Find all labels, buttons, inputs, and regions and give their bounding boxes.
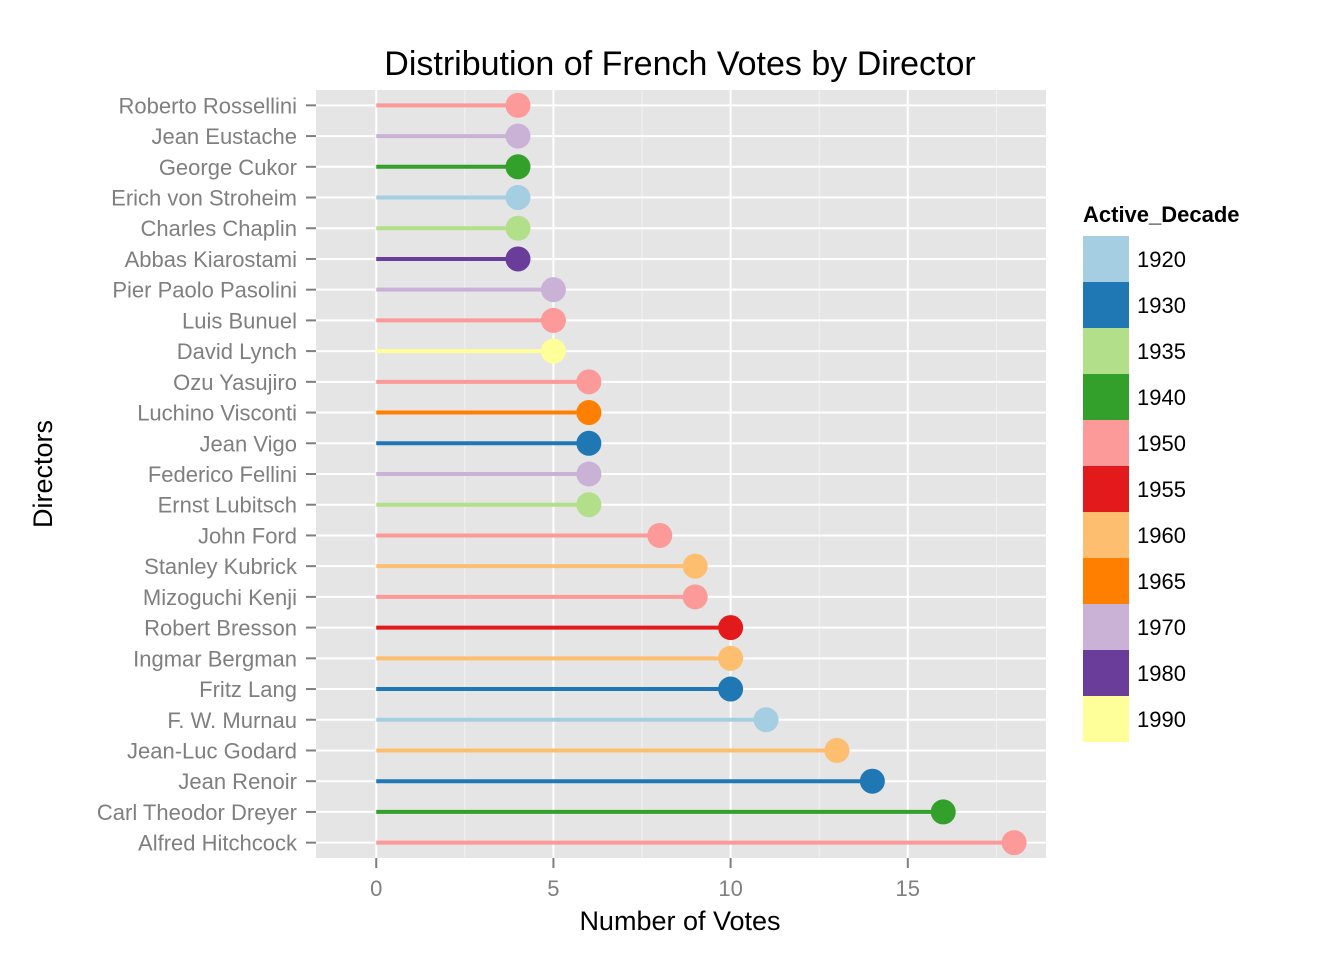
y-tick-label: Ingmar Bergman (133, 646, 297, 671)
legend-swatch (1083, 650, 1129, 696)
y-tick-label: Abbas Kiarostami (125, 247, 297, 272)
lollipop-point (718, 645, 744, 671)
y-tick-label: Ozu Yasujiro (173, 370, 297, 395)
y-tick-label: Erich von Stroheim (111, 186, 297, 211)
legend-swatch (1083, 282, 1129, 328)
y-tick-label: Luchino Visconti (137, 401, 297, 426)
legend-label: 1935 (1137, 339, 1186, 364)
legend-label: 1960 (1137, 523, 1186, 548)
lollipop-point (576, 400, 602, 426)
lollipop-point (540, 307, 566, 333)
lollipop-point (505, 92, 531, 118)
legend-swatch (1083, 328, 1129, 374)
lollipop-point (540, 277, 566, 303)
legend-swatch (1083, 558, 1129, 604)
legend-label: 1955 (1137, 477, 1186, 502)
lollipop-point (647, 522, 673, 548)
legend-label: 1965 (1137, 569, 1186, 594)
lollipop-stems (376, 103, 1015, 845)
lollipop-point (505, 246, 531, 272)
x-tick-label: 15 (896, 876, 920, 901)
lollipop-points (505, 92, 1027, 856)
y-tick-label: Charles Chaplin (140, 216, 297, 241)
y-tick-label: David Lynch (177, 339, 297, 364)
lollipop-point (505, 154, 531, 180)
x-tick-label: 10 (718, 876, 742, 901)
y-axis: Roberto Rossellini Jean Eustache George Cu… (97, 93, 316, 856)
lollipop-point (753, 707, 779, 733)
legend-swatch (1083, 236, 1129, 282)
y-tick-label: Ernst Lubitsch (158, 493, 297, 518)
lollipop-point (540, 338, 566, 364)
y-tick-label: George Cukor (159, 155, 297, 180)
legend-label: 1990 (1137, 707, 1186, 732)
y-tick-label: Mizoguchi Kenji (143, 585, 297, 610)
y-tick-label: Alfred Hitchcock (138, 831, 298, 856)
y-tick-label: Luis Bunuel (182, 308, 297, 333)
y-tick-label: Fritz Lang (199, 677, 297, 702)
lollipop-point (576, 492, 602, 518)
legend-swatch (1083, 604, 1129, 650)
y-tick-label: F. W. Murnau (167, 708, 297, 733)
legend-swatch (1083, 512, 1129, 558)
y-tick-label: Jean Renoir (178, 769, 297, 794)
y-tick-label: Federico Fellini (148, 462, 297, 487)
legend: Active_Decade 1920 1930 1935 1940 1950 1955 19… (1083, 202, 1240, 742)
y-tick-label: Jean-Luc Godard (127, 738, 297, 763)
chart-title: Distribution of French Votes by Director (384, 45, 975, 83)
lollipop-point (859, 768, 885, 794)
y-tick-label: John Ford (198, 523, 297, 548)
legend-label: 1920 (1137, 247, 1186, 272)
x-tick-label: 0 (370, 876, 382, 901)
legend-label: 1930 (1137, 293, 1186, 318)
lollipop-point (718, 615, 744, 641)
lollipop-point (824, 737, 850, 763)
lollipop-point (576, 461, 602, 487)
y-tick-label: Carl Theodor Dreyer (97, 800, 297, 825)
y-axis-title: Directors (28, 420, 58, 528)
legend-label: 1940 (1137, 385, 1186, 410)
y-tick-label: Jean Eustache (151, 124, 297, 149)
lollipop-point (505, 215, 531, 241)
y-tick-label: Stanley Kubrick (144, 554, 298, 579)
lollipop-point (576, 430, 602, 456)
x-tick-label: 5 (547, 876, 559, 901)
legend-label: 1980 (1137, 661, 1186, 686)
legend-label: 1970 (1137, 615, 1186, 640)
x-axis: 0 5 10 15 (370, 858, 920, 901)
y-tick-label: Roberto Rossellini (118, 93, 297, 118)
lollipop-point (505, 185, 531, 211)
y-tick-label: Jean Vigo (200, 431, 297, 456)
legend-swatch (1083, 420, 1129, 466)
lollipop-point (682, 584, 708, 610)
lollipop-point (682, 553, 708, 579)
lollipop-point (718, 676, 744, 702)
legend-label: 1950 (1137, 431, 1186, 456)
lollipop-point (505, 123, 531, 149)
lollipop-point (576, 369, 602, 395)
x-axis-title: Number of Votes (579, 906, 780, 936)
legend-swatch (1083, 374, 1129, 420)
y-tick-label: Pier Paolo Pasolini (112, 278, 297, 303)
lollipop-point (1001, 830, 1027, 856)
y-tick-label: Robert Bresson (144, 616, 297, 641)
legend-title: Active_Decade (1083, 202, 1240, 227)
legend-swatch (1083, 466, 1129, 512)
lollipop-point (930, 799, 956, 825)
legend-swatch (1083, 696, 1129, 742)
